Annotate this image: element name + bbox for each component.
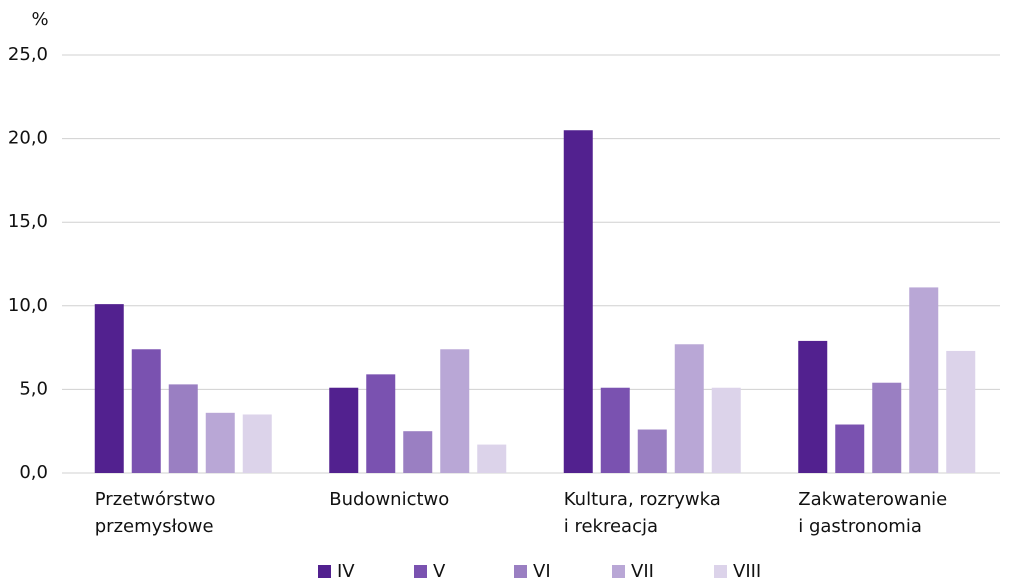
legend-swatch bbox=[318, 565, 331, 578]
y-tick-label: 25,0 bbox=[8, 44, 48, 65]
bar bbox=[131, 349, 161, 473]
bar bbox=[637, 429, 667, 473]
bar bbox=[872, 382, 902, 473]
y-tick-label: 10,0 bbox=[8, 295, 48, 316]
legend-swatch bbox=[714, 565, 727, 578]
legend-swatch bbox=[514, 565, 527, 578]
legend-swatch bbox=[414, 565, 427, 578]
y-axis-label: % bbox=[31, 9, 48, 30]
bar bbox=[94, 304, 124, 473]
legend-label: VII bbox=[631, 561, 654, 580]
bar bbox=[440, 349, 470, 473]
x-tick-label-line: i gastronomia bbox=[798, 516, 922, 537]
bar bbox=[798, 340, 828, 473]
x-tick-label-line: i rekreacja bbox=[564, 516, 658, 537]
bar bbox=[674, 344, 704, 473]
legend-label: VI bbox=[533, 561, 551, 580]
y-tick-label: 20,0 bbox=[8, 128, 48, 149]
bar bbox=[946, 350, 976, 473]
bar bbox=[366, 374, 396, 473]
x-tick-label: Zakwaterowanie i gastronomia bbox=[798, 489, 947, 537]
x-tick-label-line: Kultura, rozrywka bbox=[564, 489, 721, 510]
bar bbox=[329, 387, 359, 473]
y-tick-label: 5,0 bbox=[19, 378, 48, 399]
bar bbox=[563, 130, 593, 474]
bar bbox=[909, 287, 939, 473]
legend-label: IV bbox=[337, 561, 355, 580]
x-tick-label-line: przemysłowe bbox=[95, 516, 214, 537]
x-tick-label-line: Przetwórstwo bbox=[95, 489, 216, 510]
bar bbox=[242, 414, 272, 473]
x-tick-label-line: Zakwaterowanie bbox=[798, 489, 947, 510]
bar bbox=[403, 431, 433, 473]
x-tick-label: Kultura, rozrywka i rekreacja bbox=[564, 489, 721, 537]
x-tick-label: Przetwórstwo przemysłowe bbox=[95, 489, 216, 537]
bar bbox=[600, 387, 630, 473]
bar bbox=[835, 424, 865, 473]
legend-label: V bbox=[433, 561, 446, 580]
bar bbox=[711, 387, 741, 473]
x-tick-label: Budownictwo bbox=[329, 489, 449, 510]
bar bbox=[168, 384, 198, 473]
legend-label: VIII bbox=[733, 561, 761, 580]
bar bbox=[205, 412, 235, 473]
y-tick-label: 15,0 bbox=[8, 211, 48, 232]
y-tick-label: 0,0 bbox=[19, 462, 48, 483]
legend-swatch bbox=[612, 565, 625, 578]
x-tick-label-line: Budownictwo bbox=[329, 489, 449, 510]
bar bbox=[477, 444, 507, 473]
